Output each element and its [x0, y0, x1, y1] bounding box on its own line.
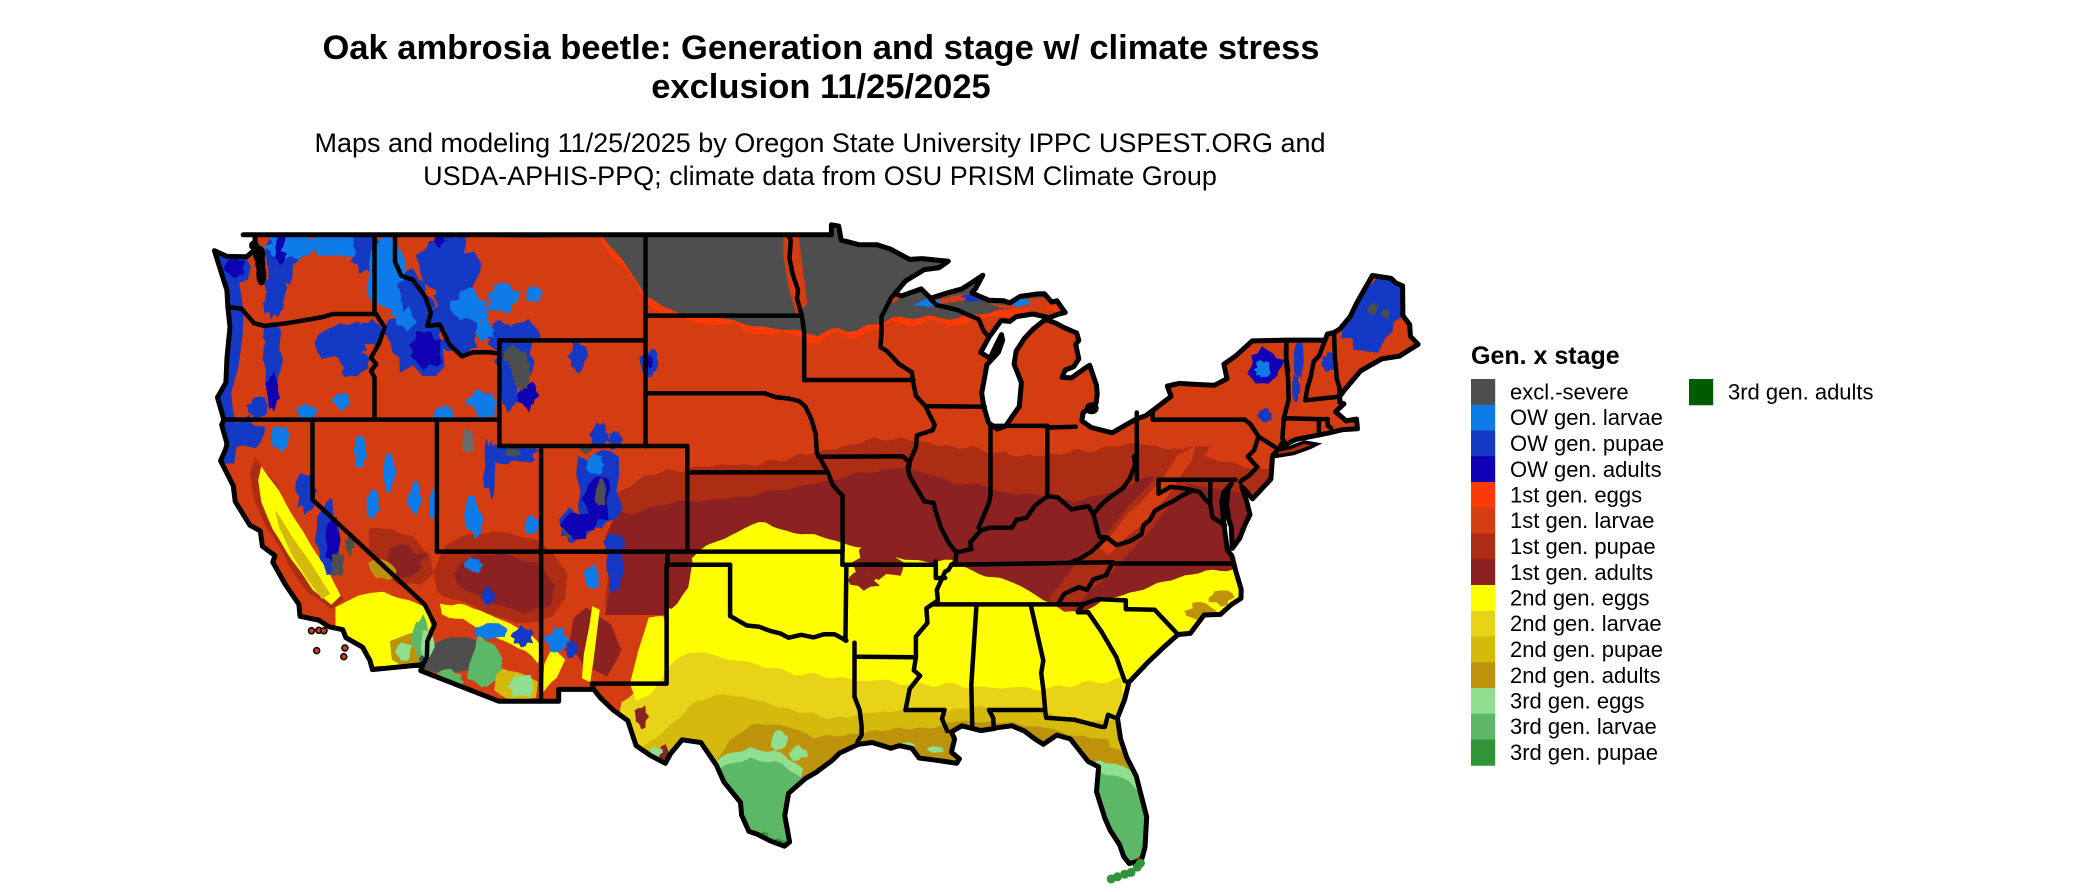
svg-text:excl.-severe: excl.-severe — [1510, 380, 1629, 405]
svg-text:Oak ambrosia beetle: Generatio: Oak ambrosia beetle: Generation and stag… — [322, 29, 1319, 67]
svg-text:2nd gen. eggs: 2nd gen. eggs — [1510, 586, 1649, 611]
svg-text:exclusion 11/25/2025: exclusion 11/25/2025 — [651, 68, 991, 106]
svg-text:3rd gen. adults: 3rd gen. adults — [1728, 380, 1874, 405]
svg-text:OW gen. pupae: OW gen. pupae — [1510, 431, 1664, 456]
svg-text:3rd gen. eggs: 3rd gen. eggs — [1510, 689, 1645, 714]
svg-text:USDA-APHIS-PPQ; climate data f: USDA-APHIS-PPQ; climate data from OSU PR… — [423, 161, 1217, 191]
svg-text:2nd gen. adults: 2nd gen. adults — [1510, 663, 1660, 688]
svg-text:1st gen. adults: 1st gen. adults — [1510, 560, 1653, 585]
svg-text:3rd gen. larvae: 3rd gen. larvae — [1510, 714, 1657, 739]
svg-text:2nd gen. pupae: 2nd gen. pupae — [1510, 637, 1663, 662]
svg-text:OW gen. larvae: OW gen. larvae — [1510, 405, 1663, 430]
svg-text:Gen. x stage: Gen. x stage — [1471, 342, 1620, 370]
svg-text:1st gen. pupae: 1st gen. pupae — [1510, 534, 1656, 559]
svg-text:2nd gen. larvae: 2nd gen. larvae — [1510, 611, 1662, 636]
svg-text:1st gen. larvae: 1st gen. larvae — [1510, 508, 1654, 533]
svg-text:1st gen. eggs: 1st gen. eggs — [1510, 483, 1642, 508]
svg-text:OW gen. adults: OW gen. adults — [1510, 457, 1662, 482]
svg-text:3rd gen. pupae: 3rd gen. pupae — [1510, 740, 1658, 765]
svg-text:Maps and modeling 11/25/2025 b: Maps and modeling 11/25/2025 by Oregon S… — [314, 128, 1325, 158]
